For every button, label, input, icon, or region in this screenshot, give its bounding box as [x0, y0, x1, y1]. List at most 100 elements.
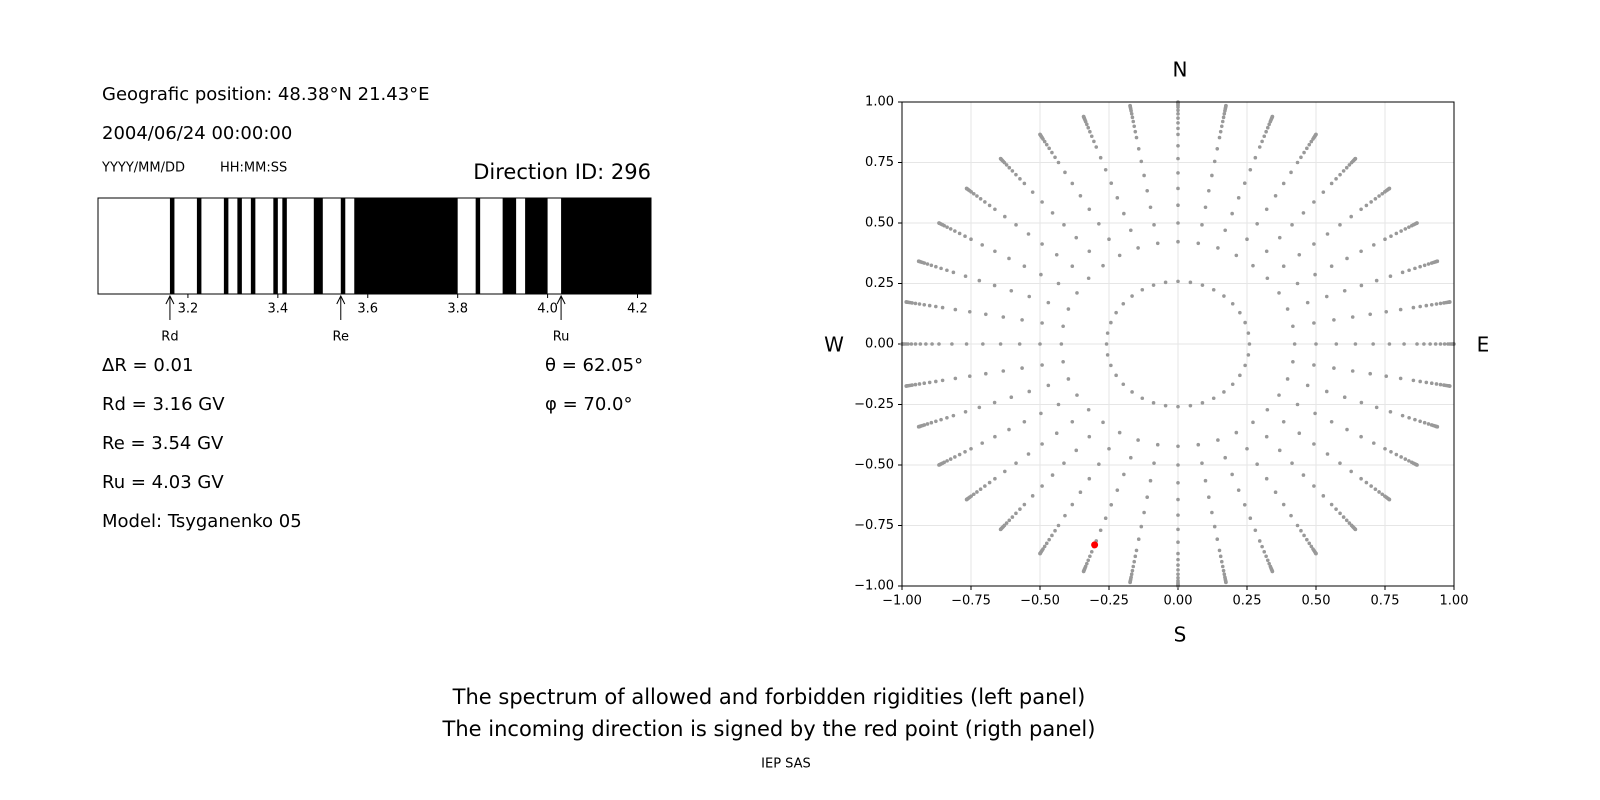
- direction-point: [1389, 450, 1393, 454]
- direction-point: [969, 446, 973, 451]
- direction-point: [1104, 342, 1109, 346]
- direction-point: [1301, 473, 1306, 477]
- direction-point: [1014, 172, 1018, 177]
- direction-point: [964, 186, 969, 191]
- direction-point: [918, 342, 923, 346]
- direction-point: [1017, 342, 1022, 346]
- direction-point: [1281, 502, 1286, 507]
- direction-point: [1305, 146, 1309, 151]
- direction-point: [927, 303, 932, 308]
- direction-point: [1334, 507, 1338, 511]
- direction-point: [1411, 378, 1416, 383]
- direction-point: [1387, 342, 1392, 346]
- direction-point: [1403, 227, 1408, 231]
- direction-point: [1063, 513, 1067, 518]
- direction-point: [950, 342, 954, 346]
- direction-point: [1291, 324, 1295, 329]
- direction-point: [1438, 382, 1443, 387]
- direction-point: [1129, 228, 1133, 233]
- position: Geografic position: 48.38°N 21.43°E: [102, 84, 430, 105]
- direction-point: [963, 234, 967, 238]
- direction-point: [1129, 111, 1134, 116]
- forbidden-band: [282, 198, 287, 294]
- direction-point: [1054, 252, 1059, 257]
- direction-point: [1230, 301, 1235, 306]
- direction-point: [957, 231, 962, 236]
- direction-point: [1121, 301, 1126, 306]
- direction-point: [1448, 384, 1452, 388]
- direction-point: [1203, 205, 1208, 210]
- direction-point: [963, 410, 968, 414]
- direction-point: [929, 263, 934, 268]
- direction-point: [987, 480, 992, 485]
- direction-point: [1030, 494, 1035, 498]
- direction-point: [1200, 223, 1204, 227]
- forbidden-band: [340, 198, 346, 294]
- direction-point: [1270, 569, 1275, 574]
- y-tick-label: 0.25: [865, 276, 894, 291]
- direction-point: [1255, 221, 1259, 226]
- direction-point: [934, 379, 938, 384]
- direction-point: [1387, 186, 1392, 191]
- direction-point: [1176, 563, 1180, 567]
- spectrum-frame: [97, 197, 652, 295]
- y-tick-label: 0.00: [865, 337, 894, 352]
- direction-point: [1267, 561, 1271, 566]
- direction-point: [937, 342, 941, 346]
- direction-point: [977, 278, 982, 283]
- direction-point: [1040, 242, 1044, 246]
- direction-point: [930, 342, 934, 346]
- direction-point: [948, 227, 953, 231]
- direction-point: [1105, 331, 1110, 335]
- direction-point: [1438, 342, 1443, 346]
- info-text: Re = 3.54 GV: [102, 433, 224, 454]
- direction-point: [925, 422, 930, 426]
- direction-point: [1136, 537, 1141, 542]
- direction-point: [1242, 181, 1247, 185]
- direction-point: [1371, 441, 1376, 445]
- direction-point: [1220, 564, 1225, 569]
- direction-point: [1203, 478, 1208, 483]
- direction-point: [1413, 417, 1417, 422]
- direction-point: [1299, 528, 1303, 533]
- direction-point: [1407, 459, 1411, 463]
- direction-point: [1277, 393, 1281, 397]
- direction-point: [1139, 159, 1144, 164]
- direction-point: [987, 203, 992, 208]
- compass-east: E: [1477, 333, 1490, 357]
- direction-point: [1359, 400, 1364, 405]
- direction-point: [1265, 276, 1270, 281]
- direction-point: [1070, 264, 1075, 269]
- direction-point: [1007, 427, 1011, 432]
- direction-point: [971, 492, 976, 497]
- direction-point: [1140, 396, 1145, 401]
- direction-point: [1109, 503, 1114, 507]
- info-text: Ru = 4.03 GV: [102, 472, 224, 493]
- direction-point: [922, 381, 927, 386]
- direction-point: [1251, 263, 1255, 268]
- direction-point: [1132, 559, 1137, 564]
- direction-point: [934, 419, 938, 424]
- direction-point: [1273, 194, 1278, 198]
- direction-point: [1039, 411, 1043, 416]
- direction-point: [1265, 407, 1270, 412]
- direction-point: [1329, 181, 1334, 186]
- direction-point: [1050, 533, 1054, 538]
- forbidden-band: [250, 198, 256, 294]
- direction-point: [1230, 211, 1234, 216]
- direction-point: [1129, 572, 1134, 577]
- direction-point: [1305, 383, 1310, 388]
- direction-point: [1429, 381, 1434, 386]
- x-tick-label: −0.25: [1089, 594, 1129, 609]
- direction-point: [1042, 139, 1047, 144]
- direction-point: [940, 378, 945, 383]
- direction-point: [1061, 324, 1065, 329]
- direction-point: [1222, 572, 1227, 577]
- direction-point: [1424, 303, 1429, 308]
- direction-point: [1302, 150, 1306, 155]
- direction-point: [1117, 430, 1122, 435]
- direction-point: [1087, 249, 1092, 254]
- direction-point: [917, 302, 922, 306]
- direction-point: [1094, 145, 1099, 149]
